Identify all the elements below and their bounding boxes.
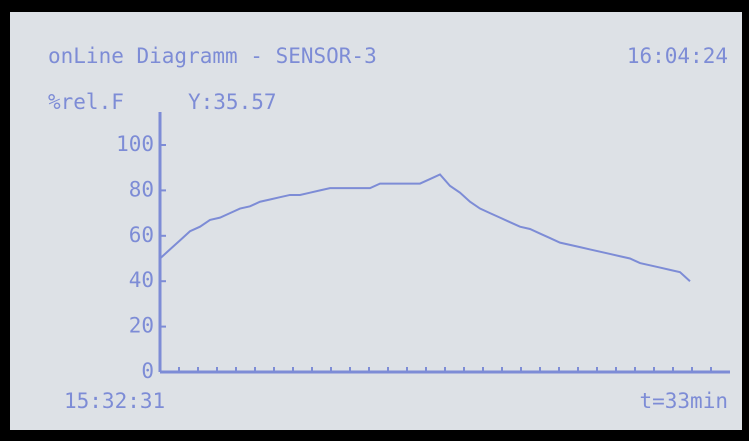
- y-axis-label: %rel.F: [48, 90, 124, 114]
- duration: t=33min: [639, 389, 728, 413]
- y-tick-label: 60: [129, 223, 154, 247]
- page: {"chart_data": {"type": "line", "title":…: [0, 0, 749, 441]
- start-time: 15:32:31: [64, 389, 165, 413]
- y-tick-label: 20: [129, 314, 154, 338]
- lcd-background: [10, 12, 742, 430]
- y-tick-label: 40: [129, 268, 154, 292]
- cursor-value: Y:35.57: [188, 90, 277, 114]
- chart-title: onLine Diagramm - SENSOR-3: [48, 44, 377, 68]
- y-tick-label: 80: [129, 177, 154, 201]
- lcd-screen: onLine Diagramm - SENSOR-3 16:04:24 %rel…: [0, 0, 749, 441]
- y-tick-label: 100: [116, 132, 154, 156]
- y-tick-label: 0: [141, 359, 154, 383]
- clock: 16:04:24: [627, 44, 728, 68]
